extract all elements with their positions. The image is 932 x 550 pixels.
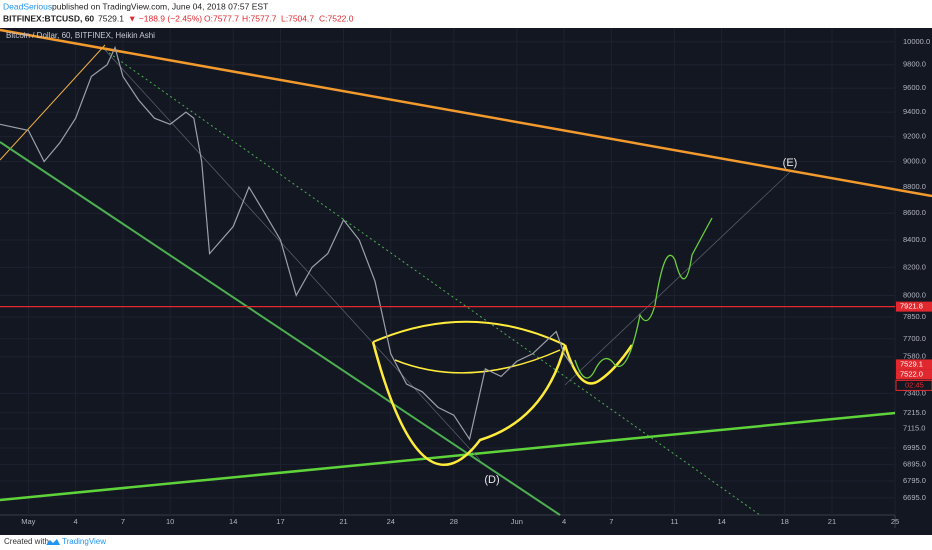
trendline — [104, 49, 481, 461]
trendline — [0, 28, 932, 198]
y-tick-label: 9400.0 — [903, 107, 926, 116]
x-tick-label: 14 — [229, 517, 237, 526]
x-tick-label: 11 — [671, 517, 679, 526]
y-tick-label: 8800.0 — [903, 182, 926, 191]
y-tick-label: 6895.0 — [903, 459, 926, 468]
price-tag — [896, 369, 932, 380]
y-tick-label: 7340.0 — [903, 388, 926, 397]
x-tick-label: 4 — [562, 517, 566, 526]
y-tick-label: 6695.0 — [903, 493, 926, 502]
header-bar — [0, 0, 932, 28]
x-tick-label: May — [21, 517, 35, 526]
y-tick-label: 7215.0 — [903, 408, 926, 417]
x-tick-label: 24 — [387, 517, 395, 526]
chart-title: Bitcoin / Dollar, 60, BITFINEX, Heikin A… — [6, 31, 155, 40]
y-tick-label: 10000.0 — [903, 37, 930, 46]
change: ▼ −188.9 (−2.45%) — [128, 13, 202, 23]
handle — [563, 344, 634, 385]
published: published on TradingView.com, June 04, 2… — [52, 1, 268, 11]
x-tick-label: 10 — [166, 517, 174, 526]
x-tick-label: 28 — [450, 517, 458, 526]
y-tick-label: 9000.0 — [903, 157, 926, 166]
x-tick-label: 18 — [781, 517, 789, 526]
price-line — [0, 45, 573, 441]
x-tick-label: 21 — [828, 517, 836, 526]
x-tick-label: 17 — [276, 517, 284, 526]
open: O:7577.7 — [204, 13, 239, 23]
price-tag-label: 7522.0 — [900, 369, 923, 378]
cup — [371, 341, 567, 467]
y-tick-label: 7115.0 — [903, 424, 925, 433]
y-tick-label: 9800.0 — [903, 60, 926, 69]
y-tick-label: 6795.0 — [903, 476, 926, 485]
y-tick-label: 8400.0 — [903, 235, 926, 244]
x-tick-label: 25 — [891, 517, 899, 526]
drawings — [0, 28, 932, 516]
y-tick-label: 7580.0 — [903, 352, 926, 361]
trendline — [564, 171, 791, 386]
x-tick-label: 7 — [121, 517, 125, 526]
close: C:7522.0 — [319, 13, 354, 23]
price-tag-label: 7529.1 — [900, 359, 923, 368]
cup-rim — [372, 320, 566, 346]
y-tick-label: 9200.0 — [903, 132, 926, 141]
logo — [46, 539, 60, 545]
author[interactable]: DeadSerious — [3, 1, 52, 11]
y-tick-label: 8200.0 — [903, 262, 926, 271]
y-tick-label: 8600.0 — [903, 208, 926, 217]
y-tick-label: 6995.0 — [903, 443, 926, 452]
y-tick-label: 7700.0 — [903, 334, 926, 343]
last-price: 7529.1 — [98, 13, 124, 23]
trendline — [0, 141, 561, 516]
countdown-tag — [895, 379, 932, 391]
footer-text: Created with — [4, 537, 49, 546]
countdown: 02:45 — [905, 380, 924, 389]
y-tick-label: 7850.0 — [903, 312, 926, 321]
low: L:7504.7 — [281, 13, 314, 23]
chart-background — [0, 28, 932, 535]
forecast-path — [574, 217, 713, 379]
annotation: (E) — [783, 157, 798, 169]
trendline — [0, 411, 896, 502]
x-tick-label: 4 — [74, 517, 78, 526]
price-tag — [896, 359, 932, 370]
y-tick-label: 8000.0 — [903, 290, 926, 299]
x-tick-label: Jun — [511, 517, 523, 526]
trendline — [104, 49, 761, 516]
footer-bar — [0, 535, 932, 550]
high: H:7577.7 — [242, 13, 277, 23]
trendline — [0, 44, 106, 161]
x-tick-label: 7 — [609, 517, 613, 526]
annotation: (D) — [484, 474, 499, 486]
x-tick-label: 14 — [718, 517, 726, 526]
x-tick-label: 21 — [339, 517, 347, 526]
y-tick-label: 9600.0 — [903, 83, 926, 92]
cup-inner — [394, 349, 561, 374]
price-tag — [896, 301, 932, 312]
price-tag-label: 7921.8 — [900, 302, 923, 311]
footer-brand[interactable]: TradingView — [62, 537, 106, 546]
symbol: BITFINEX:BTCUSD, 60 — [3, 13, 94, 23]
